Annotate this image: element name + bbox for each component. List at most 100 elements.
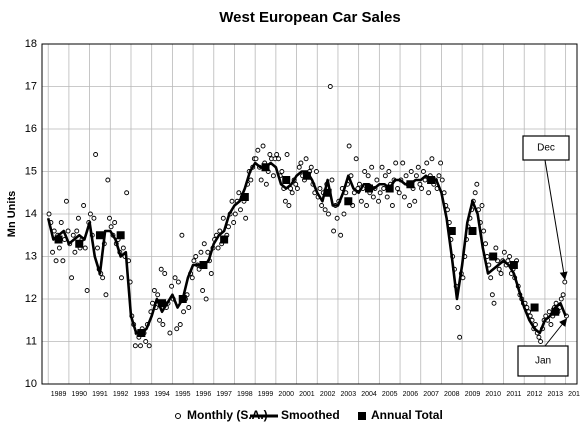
annual-square [365,184,374,193]
monthly-point [364,203,369,208]
monthly-point [491,300,497,306]
monthly-point [198,249,204,255]
monthly-point [172,275,178,281]
y-tick-label: 11 [26,335,37,347]
monthly-point [138,343,143,349]
monthly-point [384,194,390,200]
monthly-point [498,271,504,276]
annual-square [447,227,456,235]
x-tick-label: 2004 [361,391,377,398]
monthly-point [208,271,214,276]
monthly-point [386,169,392,174]
monthly-point [279,169,285,174]
monthly-point [158,266,164,272]
monthly-point [201,241,207,247]
monthly-point [75,215,81,221]
annual-square [302,171,311,180]
monthly-point [162,271,168,276]
y-tick-label: 12 [25,293,37,305]
monthly-point [276,156,282,162]
monthly-point [289,190,295,196]
monthly-point [548,322,554,327]
annual-square [406,180,415,189]
monthly-point [407,203,413,208]
monthly-point [155,292,161,298]
x-tick-label: 2001 [299,391,315,398]
monthly-point [65,228,71,234]
x-tick-label: 2013 [547,391,563,398]
monthly-point [424,160,430,166]
monthly-point [319,203,325,208]
annual-square [551,307,560,316]
annotation-box [517,345,569,377]
y-tick-label: 14 [25,208,37,220]
monthly-point [151,288,157,293]
legend-label: Smoothed [281,408,340,422]
chart-title: West European Car Sales [219,9,400,26]
monthly-point [293,181,299,187]
monthly-point [376,198,381,204]
monthly-point [56,245,62,251]
monthly-point [294,186,300,191]
monthly-point [439,177,445,183]
annual-square [261,163,270,172]
monthly-point [72,249,78,255]
monthly-point [298,160,304,166]
monthly-point [474,181,480,187]
annual-square [95,231,104,240]
monthly-point [248,177,254,183]
annual-square [116,231,125,240]
monthly-point [124,190,130,196]
monthly-point [395,186,401,191]
annual-square [220,235,229,244]
legend-label: Annual Total [371,408,443,422]
y-tick-label: 10 [25,378,37,390]
x-tick-label: 2005 [382,391,398,398]
monthly-point [146,343,152,349]
monthly-point [483,241,488,247]
monthly-point [346,143,352,149]
monthly-point [215,245,221,251]
annual-square [530,303,539,312]
monthly-point [322,207,328,213]
monthly-point [429,156,435,162]
x-tick-label: 1990 [71,391,87,398]
x-tick-label: 1995 [175,391,191,398]
monthly-point [120,245,126,251]
annual-square [468,227,477,235]
y-tick-label: 15 [25,165,37,177]
monthly-point [334,215,340,221]
monthly-point [377,190,383,196]
monthly-point [193,254,199,259]
monthly-point [220,215,226,221]
monthly-point [274,152,280,157]
x-tick-label: 2003 [341,391,357,398]
monthly-point [419,186,425,191]
monthly-point [119,275,124,281]
monthly-point [417,181,423,187]
monthly-point [189,275,195,281]
x-tick-label: 2011 [506,391,521,398]
annual-square [489,252,498,261]
monthly-point [69,275,75,281]
annual-square [282,176,291,184]
monthly-point [177,322,183,327]
monthly-point [329,177,335,183]
monthly-point [369,164,375,170]
annual-square [137,329,146,337]
monthly-point [341,211,347,217]
monthly-point [91,215,97,221]
annual-square [54,235,63,244]
monthly-point [260,143,266,149]
monthly-point [457,334,463,340]
monthly-point [303,156,309,162]
monthly-point [420,169,426,174]
monthly-point [93,152,99,157]
monthly-point [284,152,290,157]
x-tick-label: 1998 [237,391,253,398]
monthly-point [87,211,93,217]
monthly-point [338,232,344,238]
monthly-point [365,173,371,179]
x-tick-label: 2010 [485,391,501,398]
monthly-point [436,173,442,179]
